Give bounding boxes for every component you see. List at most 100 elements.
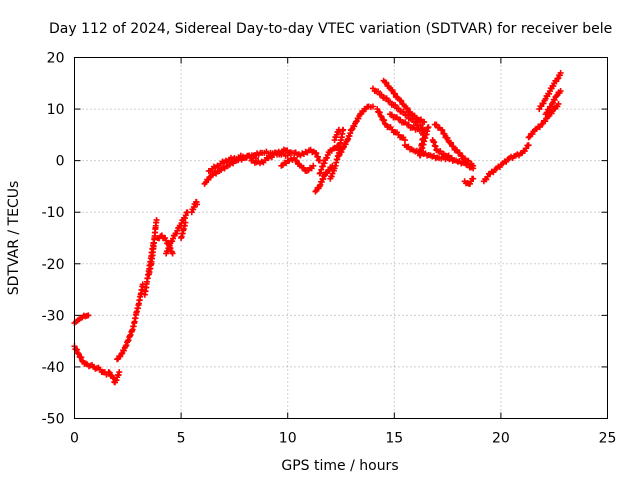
series-sat-d [114, 281, 146, 363]
data-point [383, 95, 390, 102]
data-point [398, 97, 405, 104]
data-point [557, 69, 564, 76]
data-point [441, 130, 448, 137]
data-point [74, 350, 81, 357]
data-point [409, 115, 416, 122]
series-sat-aa [461, 175, 477, 187]
data-point [411, 112, 418, 119]
data-point [313, 150, 320, 157]
series-sat-z [429, 137, 455, 162]
data-point [412, 119, 419, 126]
series-sat-ab [480, 142, 532, 185]
y-axis-label: SDTVAR / TECUs [6, 181, 22, 296]
series-sat-l [205, 152, 259, 175]
x-tick-label: 15 [385, 431, 403, 447]
data-point [169, 250, 176, 257]
series-sat-i [178, 219, 189, 241]
data-point [310, 162, 317, 169]
data-point [335, 152, 342, 159]
data-point [335, 126, 342, 133]
data-point [548, 103, 555, 110]
series-sat-o [291, 146, 323, 164]
x-tick-label: 10 [279, 431, 297, 447]
series-isolated-points [369, 85, 432, 159]
data-point [391, 90, 398, 97]
data-point [381, 117, 388, 124]
series-sat-ac [525, 100, 562, 141]
x-axis-label: GPS time / hours [281, 458, 398, 474]
series-sat-p [312, 162, 336, 195]
data-point [383, 79, 390, 86]
chart-title: Day 112 of 2024, Sidereal Day-to-day VTE… [49, 21, 612, 37]
data-point [404, 112, 411, 119]
data-point [377, 112, 384, 119]
plot-frame [74, 57, 608, 419]
series-sat-h [163, 209, 191, 257]
y-tick-label: -40 [42, 360, 65, 376]
data-point [456, 149, 463, 156]
series-sat-m [248, 146, 295, 167]
data-point [182, 219, 189, 226]
data-point [293, 157, 300, 164]
data-point [425, 124, 432, 131]
series-sat-v [374, 106, 408, 144]
data-point [555, 100, 562, 107]
series-sat-b [71, 343, 110, 378]
data-point [470, 162, 477, 169]
data-point [392, 102, 399, 109]
data-point [459, 153, 466, 160]
series-sat-ad [536, 69, 564, 113]
y-tick-label: -30 [42, 308, 65, 324]
data-point [525, 142, 532, 149]
series-sat-n [278, 155, 317, 174]
x-tick-label: 25 [599, 431, 617, 447]
data-point [369, 103, 376, 110]
x-tick-label: 5 [177, 431, 186, 447]
data-point [421, 118, 428, 125]
data-point [194, 201, 201, 208]
data-point [314, 153, 321, 160]
data-point [85, 312, 92, 319]
data-point [447, 139, 454, 146]
data-point [401, 137, 408, 144]
data-point [118, 351, 125, 358]
data-point [448, 155, 455, 162]
data-point [116, 369, 123, 376]
y-tick-label: 0 [56, 154, 65, 170]
data-point [404, 105, 411, 112]
data-point [439, 127, 446, 134]
data-point [352, 118, 359, 125]
x-tick-label: 20 [492, 431, 510, 447]
series-sat-ae [542, 88, 564, 118]
axis-ticks [74, 57, 608, 419]
data-point [444, 135, 451, 142]
x-tick-labels: 0 5 10 15 20 25 [70, 431, 616, 447]
data-point [465, 157, 472, 164]
series-sat-s [335, 103, 376, 159]
data-points [71, 69, 564, 386]
data-point [348, 126, 355, 133]
series-sat-t [331, 126, 342, 144]
data-point [376, 109, 383, 116]
series-sat-f [146, 216, 160, 278]
series-sat-y [431, 121, 477, 169]
data-point [153, 216, 160, 223]
data-point [375, 88, 382, 95]
y-tick-label: 20 [47, 51, 65, 67]
data-point [78, 354, 85, 361]
data-point [387, 98, 394, 105]
data-point [557, 88, 564, 95]
series-sat-j [188, 198, 201, 216]
y-tick-label: -20 [42, 257, 65, 273]
data-point [450, 143, 457, 150]
y-tick-labels: -50 -40 -30 -20 -10 0 10 20 [42, 51, 65, 428]
data-point [316, 157, 323, 164]
data-point [470, 175, 477, 182]
data-point [433, 121, 440, 128]
data-point [79, 357, 86, 364]
data-point [340, 144, 347, 151]
data-point [540, 100, 547, 107]
y-tick-label: -10 [42, 205, 65, 221]
